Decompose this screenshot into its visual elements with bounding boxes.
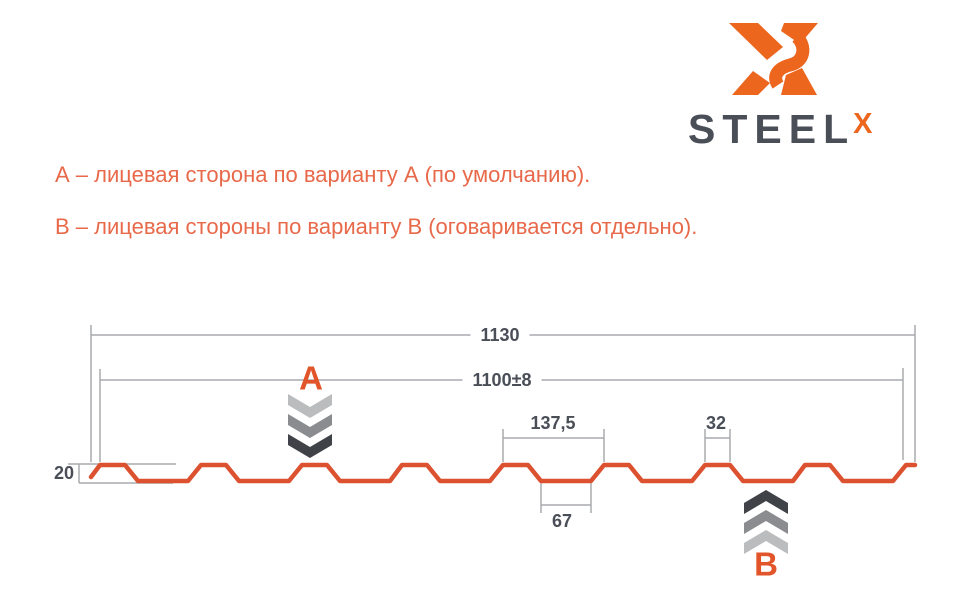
sheet-profile-line [88,462,918,484]
variant-a-arrow-icon [288,394,332,458]
dimension-lines [68,325,916,513]
dimension-rib-pitch: 137,5 [530,413,576,433]
note-variant-b: В – лицевая стороны по варианту В (огова… [55,214,698,239]
dimension-rib-top-width: 32 [705,413,727,433]
logo-brand-sup-x: X [853,108,873,140]
logo: STEELX [0,0,970,160]
steelx-logo-icon [729,23,818,95]
dimension-profile-height: 20 [53,463,75,483]
dimension-overall-width: 1130 [470,325,530,345]
dimension-cover-width: 1100±8 [462,370,542,390]
note-variant-a: А – лицевая сторона по варианту А (по ум… [55,162,591,187]
logo-wordmark: STEELX [688,106,874,153]
marker-back-side-b: B [754,545,778,583]
marker-front-side-a: A [299,359,323,397]
dimension-rib-bottom-width: 67 [551,511,573,531]
variant-b-arrow-icon [744,490,788,554]
logo-brand-text: STEEL [688,106,856,152]
